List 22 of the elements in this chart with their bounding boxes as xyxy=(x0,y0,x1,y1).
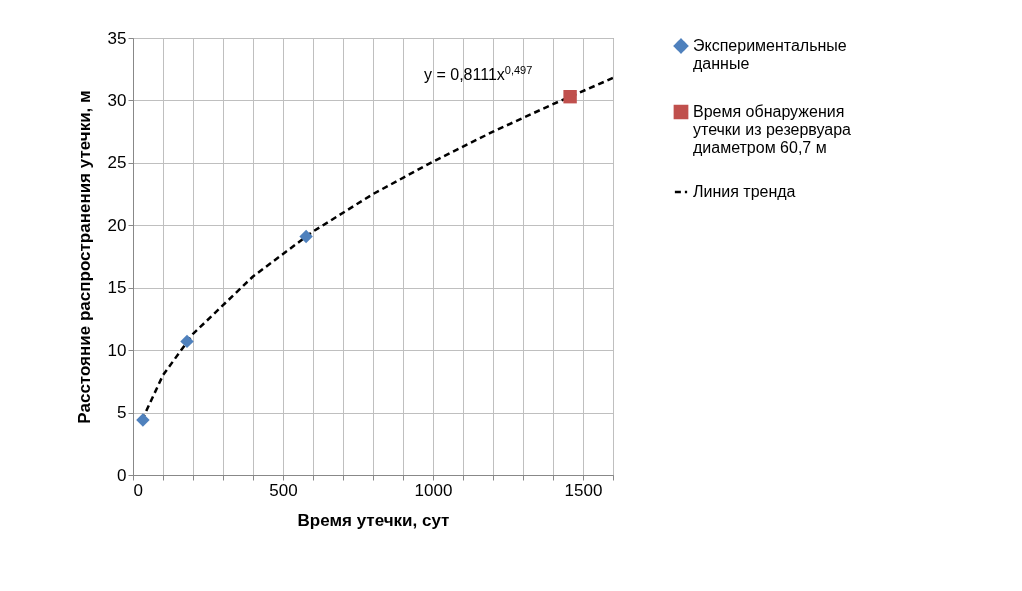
y-tick-label: 35 xyxy=(107,28,127,48)
point xyxy=(299,229,313,244)
annotation: y = 0,8111x$^{0,497}$ xyxy=(424,64,533,85)
legend-label: Линия тренда xyxy=(693,183,796,200)
x-tick-label: 0 xyxy=(133,480,143,500)
point xyxy=(563,89,577,104)
x-tick-label: 1000 xyxy=(414,480,453,500)
x-axis-title: Время утечки, сут xyxy=(297,510,450,530)
y-tick-label: 20 xyxy=(107,215,127,235)
y-tick-label: 0 xyxy=(117,465,127,485)
x-tick-label: 1500 xyxy=(564,480,603,500)
point xyxy=(136,413,150,427)
legend-label: Экспериментальные данные xyxy=(693,37,847,72)
point xyxy=(180,334,194,349)
y-tick-label: 30 xyxy=(107,90,127,110)
y-tick-label: 5 xyxy=(117,403,127,423)
y-tick-label: 10 xyxy=(107,340,127,360)
y-tick-label: 25 xyxy=(107,153,127,173)
x-tick-label: 500 xyxy=(269,480,298,500)
legend-label: Время обнаружения утечки из резервуара диаметром 60,7 м xyxy=(693,103,852,156)
y-tick-label: 15 xyxy=(107,278,127,298)
y-axis-title: Расстояние распространения утечки, м xyxy=(74,90,94,424)
